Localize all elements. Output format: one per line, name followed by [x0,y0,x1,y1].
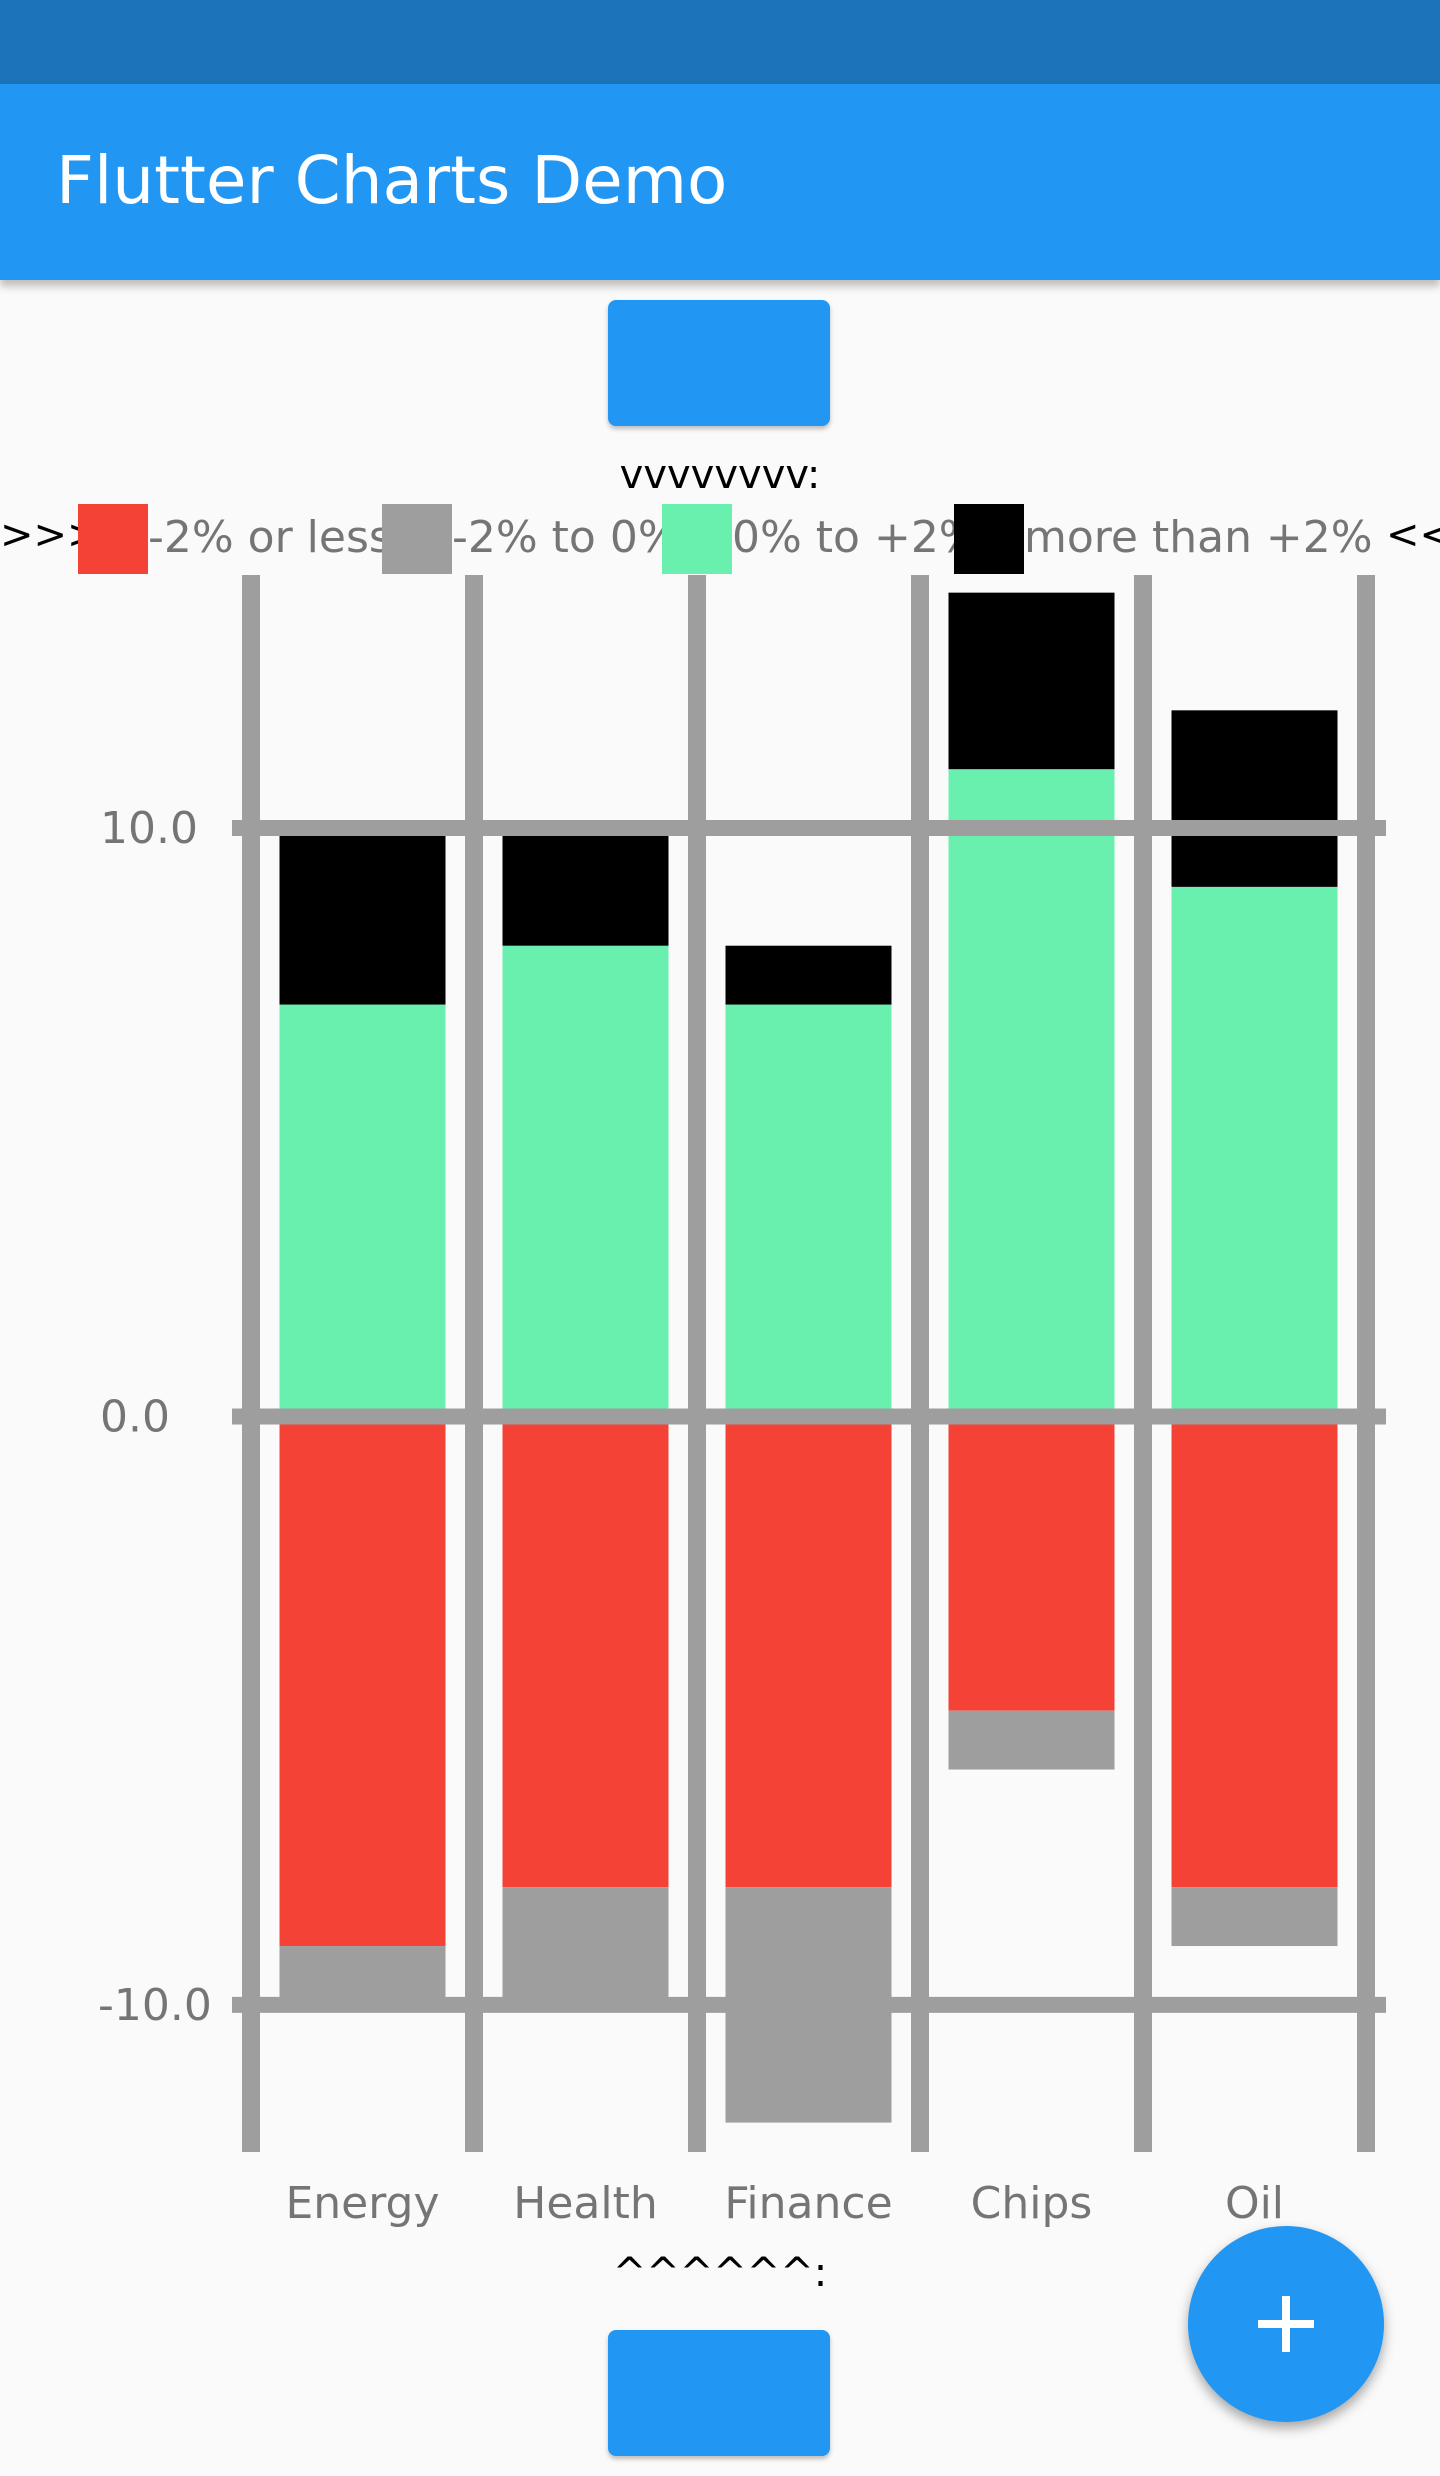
bar-segment-finance-0 [725,1416,892,1888]
bar-segment-chips-0 [948,1416,1115,1711]
status-bar [0,0,1440,84]
bar-segment-health-1 [502,1887,669,2005]
y-tick-label: -10.0 [98,1980,212,2031]
bar-segment-oil-2 [1171,886,1338,1417]
legend-label: more than +2% [1024,512,1373,563]
x-tick-label: Finance [724,2178,892,2229]
bar-segment-oil-0 [1171,1416,1338,1888]
legend-label: -2% to 0% [452,512,680,563]
bar-segment-energy-2 [279,1004,446,1417]
bottom-button[interactable] [608,2330,830,2456]
bar-segment-chips-3 [948,592,1115,770]
top-marker-text: vvvvvvvv: [619,452,821,498]
legend-swatch-grey [382,504,452,574]
chart-legend: >>> -2% or less -2% to 0% 0% to +2% more… [0,500,1440,580]
bar-segment-finance-3 [725,945,892,1005]
legend-swatch-black [954,504,1024,574]
add-fab-button[interactable] [1188,2226,1384,2422]
legend-right-edge-text: << [1386,512,1440,558]
y-tick-label: 0.0 [100,1391,170,1442]
bar-segment-chips-1 [948,1710,1115,1770]
bar-segment-oil-3 [1171,710,1338,887]
bar-segment-finance-2 [725,1004,892,1417]
x-tick-label: Energy [285,2178,439,2229]
legend-swatch-green [662,504,732,574]
bar-segment-energy-0 [279,1416,446,1947]
legend-label: 0% to +2% [732,512,981,563]
legend-label: -2% or less [148,512,392,563]
x-tick-label: Oil [1225,2178,1284,2229]
bar-segment-chips-2 [948,769,1115,1417]
top-button[interactable] [608,300,830,426]
app-title: Flutter Charts Demo [56,142,728,219]
app-bar: Flutter Charts Demo [0,84,1440,280]
add-icon [1258,2296,1314,2352]
y-tick-label: 10.0 [100,803,198,854]
x-tick-label: Chips [971,2178,1093,2229]
bar-segment-health-3 [502,828,669,946]
legend-swatch-red [78,504,148,574]
bottom-marker-text: ^^^^^^: [612,2250,828,2296]
x-tick-label: Health [513,2178,657,2229]
bar-segment-health-0 [502,1416,669,1888]
bar-segment-health-2 [502,945,669,1417]
bar-segment-energy-1 [279,1946,446,2005]
bar-segment-oil-1 [1171,1887,1338,1947]
bar-segment-energy-3 [279,828,446,1005]
